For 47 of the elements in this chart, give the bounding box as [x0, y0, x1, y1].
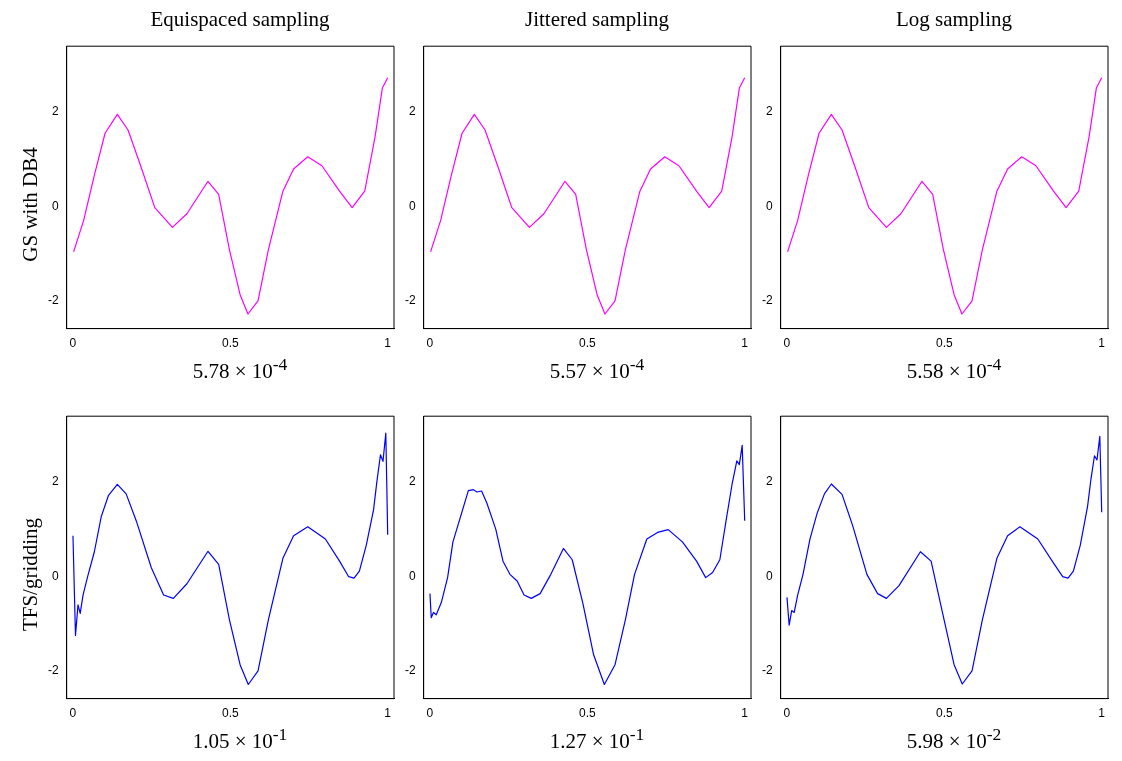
y-tick-label: 2 [765, 104, 773, 119]
x-tick-label: 1 [1098, 336, 1106, 351]
x-tick-label: 0.5 [578, 706, 596, 721]
chart-title: Log sampling [894, 6, 1014, 33]
y-tick-label: 2 [765, 474, 773, 489]
y-tick-label: 0 [51, 198, 59, 213]
x-axis-title: 5.78 × 10$^{-4}$ [191, 354, 289, 384]
x-axis-title: 1.05 × 10$^{-1}$ [191, 724, 289, 754]
x-tick-label: 0 [783, 706, 791, 721]
y-tick-label: -2 [405, 662, 416, 677]
y-axis-title: TFS/gridding [17, 516, 43, 634]
x-tick-label: 0.5 [221, 706, 239, 721]
x-axis-title: 5.57 × 10$^{-4}$ [548, 354, 646, 384]
y-axis-title: GS with DB4 [17, 146, 43, 264]
chart-title: Equispaced sampling [149, 6, 331, 33]
y-tick-label: -2 [48, 662, 59, 677]
y-tick-label: 2 [51, 474, 59, 489]
x-axis-title: 5.58 × 10$^{-4}$ [905, 354, 1003, 384]
x-tick-label: 1 [741, 336, 749, 351]
y-tick-label: 0 [408, 568, 416, 583]
x-tick-label: 0 [426, 706, 434, 721]
y-tick-label: 2 [51, 104, 59, 119]
x-tick-label: 0.5 [221, 336, 239, 351]
x-tick-label: 0.5 [935, 336, 953, 351]
chart-title: Jittered sampling [523, 6, 671, 33]
x-tick-label: 0 [69, 336, 77, 351]
x-tick-label: 0 [69, 706, 77, 721]
x-tick-label: 1 [1098, 706, 1106, 721]
x-tick-label: 1 [384, 706, 392, 721]
y-tick-label: 0 [408, 198, 416, 213]
x-tick-label: 1 [384, 336, 392, 351]
x-axis-title: 1.27 × 10$^{-1}$ [548, 724, 646, 754]
x-axis-title: 5.98 × 10$^{-2}$ [905, 724, 1003, 754]
x-tick-label: 1 [741, 706, 749, 721]
y-tick-label: 0 [51, 568, 59, 583]
y-tick-label: 2 [408, 104, 416, 119]
y-tick-label: -2 [762, 662, 773, 677]
x-tick-label: 0 [426, 336, 434, 351]
y-tick-label: -2 [405, 292, 416, 307]
y-tick-label: -2 [762, 292, 773, 307]
y-tick-label: -2 [48, 292, 59, 307]
x-tick-label: 0.5 [578, 336, 596, 351]
y-tick-label: 2 [408, 474, 416, 489]
y-tick-label: 0 [765, 198, 773, 213]
y-tick-label: 0 [765, 568, 773, 583]
x-tick-label: 0.5 [935, 706, 953, 721]
x-tick-label: 0 [783, 336, 791, 351]
